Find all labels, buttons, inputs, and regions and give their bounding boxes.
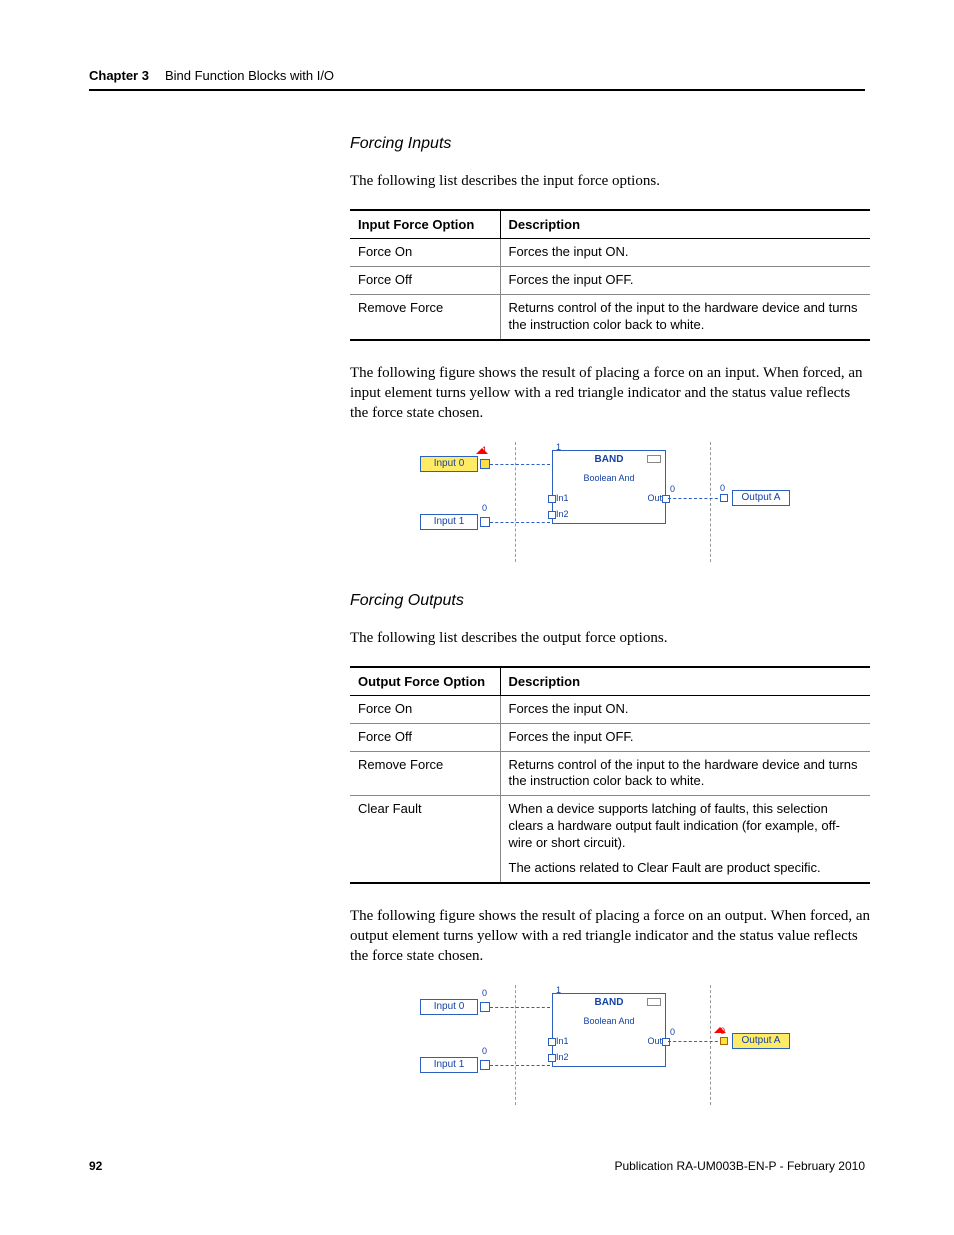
function-subtitle: Boolean And (553, 1016, 665, 1026)
section2-intro: The following list describes the output … (350, 628, 870, 648)
cell-option: Clear Fault (350, 796, 500, 883)
port-icon (548, 1054, 556, 1062)
value-label: 1 (556, 442, 561, 452)
port-icon (480, 1002, 490, 1012)
page-footer: 92 Publication RA-UM003B-EN-P - February… (89, 1159, 865, 1173)
page-header: Chapter 3 Bind Function Blocks with I/O (89, 68, 865, 91)
table-header-option: Input Force Option (350, 210, 500, 239)
function-handle-icon (647, 455, 661, 463)
port-icon (548, 1038, 556, 1046)
value-label: 0 (720, 1026, 725, 1036)
value-label: 0 (670, 484, 675, 494)
in2-label: In2 (556, 1052, 569, 1062)
section-heading-outputs: Forcing Outputs (350, 592, 870, 610)
cell-desc: Forces the input ON. (500, 695, 870, 723)
cell-desc: Forces the input OFF. (500, 267, 870, 295)
port-icon (720, 1037, 728, 1045)
diagram-input-forced: Input 0 1 Input 1 0 BAND Boolean And In1… (420, 442, 800, 562)
port-icon (480, 459, 490, 469)
table-row: Remove Force Returns control of the inpu… (350, 295, 870, 340)
cell-option: Force Off (350, 267, 500, 295)
out-label: Out (647, 1036, 662, 1046)
table-row: Force Off Forces the input OFF. (350, 267, 870, 295)
function-handle-icon (647, 998, 661, 1006)
input0-box: Input 0 (420, 999, 478, 1015)
cell-option: Force On (350, 239, 500, 267)
chapter-title: Bind Function Blocks with I/O (165, 68, 334, 83)
value-label: 0 (720, 483, 725, 493)
input0-box: Input 0 (420, 456, 478, 472)
cell-desc: Forces the input OFF. (500, 723, 870, 751)
section2-after: The following figure shows the result of… (350, 906, 870, 967)
cell-option: Remove Force (350, 751, 500, 796)
table-header-option: Output Force Option (350, 667, 500, 696)
output-force-table: Output Force Option Description Force On… (350, 666, 870, 884)
port-icon (662, 495, 670, 503)
in1-label: In1 (556, 493, 569, 503)
value-label: 0 (482, 503, 487, 513)
table-row: Force On Forces the input ON. (350, 239, 870, 267)
table-row: Clear Fault When a device supports latch… (350, 796, 870, 883)
table-header-description: Description (500, 210, 870, 239)
cell-desc: When a device supports latching of fault… (500, 796, 870, 883)
port-icon (480, 1060, 490, 1070)
cell-desc: Returns control of the input to the hard… (500, 295, 870, 340)
input1-box: Input 1 (420, 514, 478, 530)
outputA-box: Output A (732, 1033, 790, 1049)
input-force-table: Input Force Option Description Force On … (350, 209, 870, 341)
value-label: 0 (670, 1027, 675, 1037)
function-block: BAND Boolean And In1 In2 Out (552, 993, 666, 1067)
cell-desc: Forces the input ON. (500, 239, 870, 267)
out-label: Out (647, 493, 662, 503)
value-label: 0 (482, 988, 487, 998)
publication-info: Publication RA-UM003B-EN-P - February 20… (614, 1159, 865, 1173)
port-icon (480, 517, 490, 527)
diagram-output-forced: Input 0 0 Input 1 0 BAND Boolean And In1… (420, 985, 800, 1105)
port-icon (548, 511, 556, 519)
port-icon (548, 495, 556, 503)
value-label: 0 (482, 1046, 487, 1056)
chapter-label: Chapter 3 (89, 68, 149, 83)
input1-box: Input 1 (420, 1057, 478, 1073)
value-label: 1 (482, 445, 487, 455)
cell-desc: Returns control of the input to the hard… (500, 751, 870, 796)
table-header-description: Description (500, 667, 870, 696)
in1-label: In1 (556, 1036, 569, 1046)
cell-option: Force On (350, 695, 500, 723)
table-row: Force On Forces the input ON. (350, 695, 870, 723)
function-subtitle: Boolean And (553, 473, 665, 483)
section1-intro: The following list describes the input f… (350, 171, 870, 191)
port-icon (662, 1038, 670, 1046)
page-number: 92 (89, 1159, 102, 1173)
section1-after: The following figure shows the result of… (350, 363, 870, 424)
table-row: Remove Force Returns control of the inpu… (350, 751, 870, 796)
port-icon (720, 494, 728, 502)
in2-label: In2 (556, 509, 569, 519)
function-block: BAND Boolean And In1 In2 Out (552, 450, 666, 524)
cell-option: Remove Force (350, 295, 500, 340)
cell-option: Force Off (350, 723, 500, 751)
value-label: 1 (556, 985, 561, 995)
section-heading-inputs: Forcing Inputs (350, 135, 870, 153)
table-row: Force Off Forces the input OFF. (350, 723, 870, 751)
outputA-box: Output A (732, 490, 790, 506)
